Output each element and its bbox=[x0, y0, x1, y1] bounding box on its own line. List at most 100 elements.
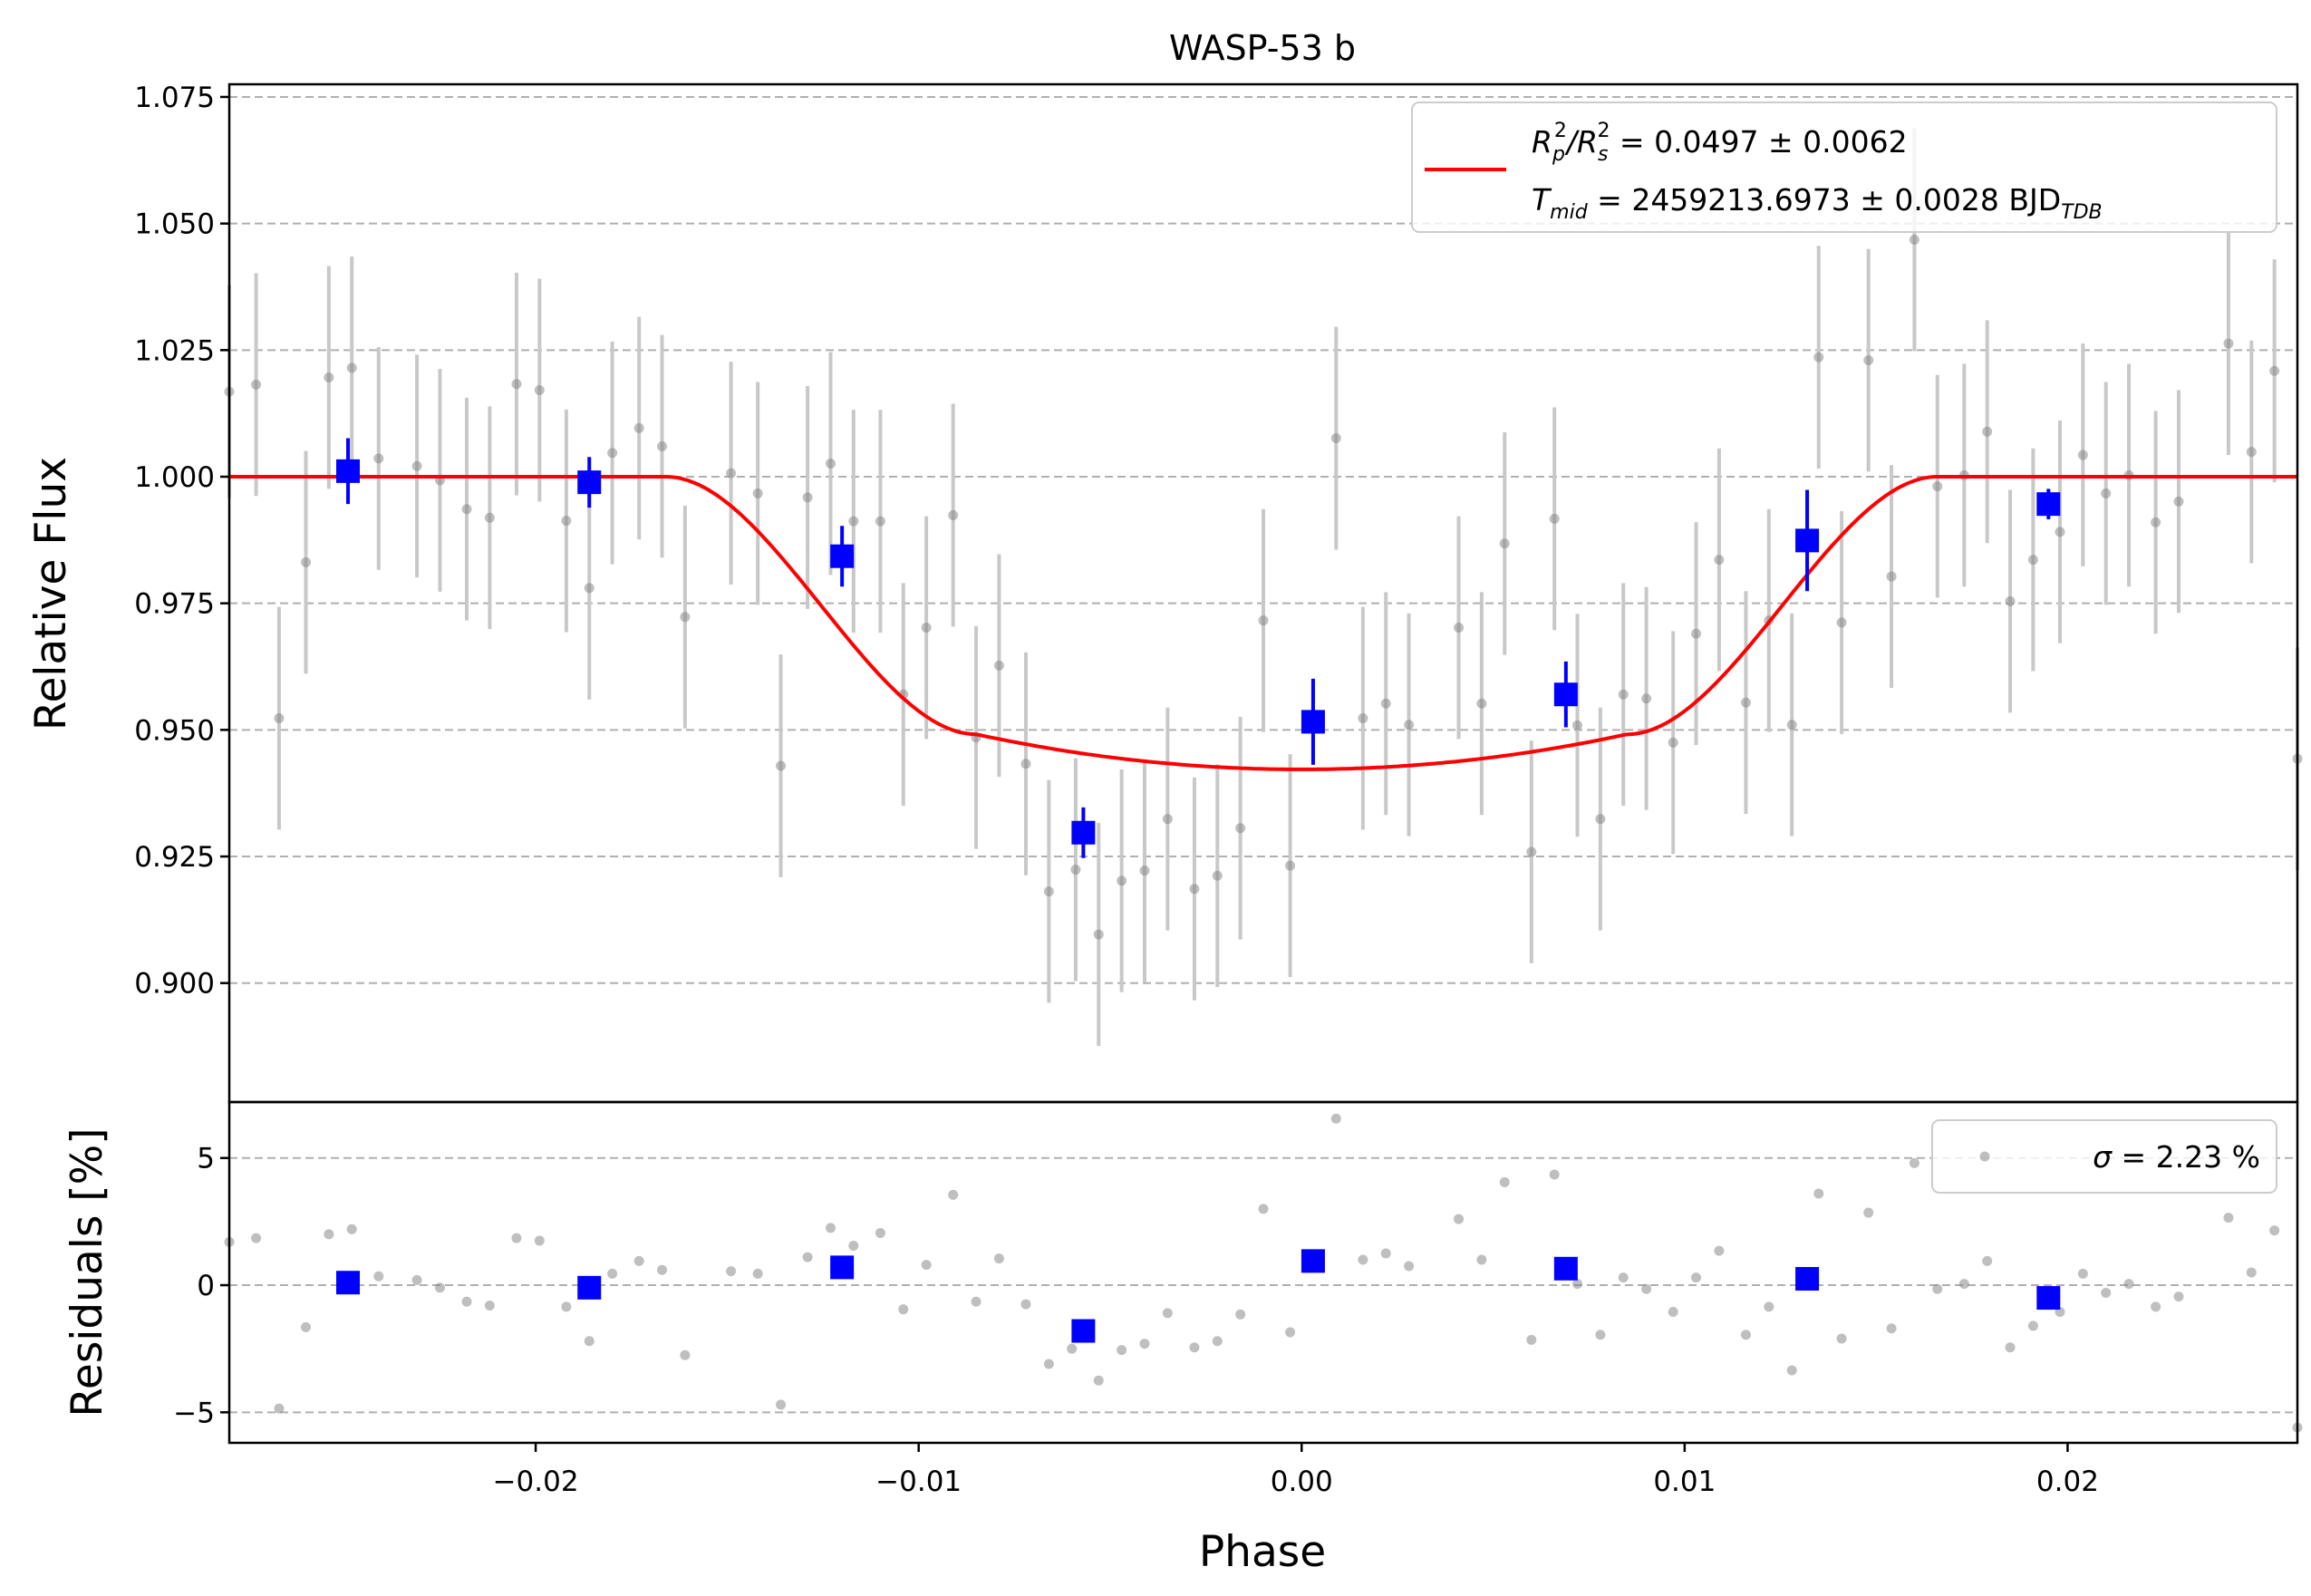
residuals-raw-point bbox=[1572, 1279, 1583, 1290]
flux-raw-point bbox=[726, 468, 737, 479]
flux-raw-point bbox=[1526, 846, 1537, 857]
legend-tmid-sub: mid bbox=[1550, 201, 1589, 224]
residuals-raw-point bbox=[1909, 1157, 1919, 1168]
residuals-raw-point bbox=[2101, 1287, 2112, 1298]
residuals-raw-point bbox=[1499, 1176, 1510, 1187]
flux-raw-point bbox=[2246, 447, 2257, 458]
flux-raw-point bbox=[251, 379, 262, 390]
flux-raw-point bbox=[1454, 622, 1465, 633]
residuals-y-tick-label: −5 bbox=[173, 1397, 215, 1429]
residuals-y-tick-label: 5 bbox=[197, 1143, 215, 1175]
residuals-raw-point bbox=[461, 1296, 472, 1307]
residuals-raw-point bbox=[1235, 1309, 1246, 1320]
residuals-raw-point bbox=[802, 1252, 813, 1262]
x-tick-label: −0.02 bbox=[493, 1465, 579, 1498]
flux-raw-point bbox=[1691, 628, 1702, 639]
residuals-raw-point bbox=[1454, 1214, 1465, 1224]
flux-raw-point bbox=[561, 516, 572, 527]
residuals-binned-point bbox=[1553, 1256, 1578, 1281]
residuals-raw-point bbox=[2005, 1342, 2016, 1353]
legend-rp-sup: 2 bbox=[1554, 120, 1567, 142]
residuals-raw-point bbox=[848, 1241, 859, 1252]
residuals-raw-point bbox=[411, 1274, 422, 1285]
flux-raw-point bbox=[411, 460, 422, 471]
flux-raw-point bbox=[2151, 517, 2161, 527]
legend-sigma-value: = 2.23 % bbox=[2112, 1139, 2260, 1175]
flux-raw-point bbox=[1162, 814, 1173, 825]
residuals-raw-point bbox=[346, 1224, 357, 1234]
flux-binned-point bbox=[336, 459, 361, 483]
flux-raw-point bbox=[584, 583, 595, 594]
flux-raw-point bbox=[657, 440, 668, 451]
residuals-raw-point bbox=[726, 1266, 737, 1277]
residuals-raw-point bbox=[301, 1321, 312, 1332]
flux-legend-box bbox=[1411, 102, 2277, 233]
flux-y-axis-label: Relative Flux bbox=[26, 457, 76, 730]
flux-y-tick-label: 0.900 bbox=[134, 968, 215, 1001]
residuals-y-ticks: −5 0 5 bbox=[173, 1143, 229, 1429]
residuals-raw-point bbox=[1958, 1279, 1969, 1290]
residuals-raw-point bbox=[1786, 1365, 1797, 1376]
residuals-raw-point bbox=[1067, 1343, 1078, 1354]
flux-raw-point bbox=[1285, 860, 1296, 871]
residuals-raw-point bbox=[776, 1399, 787, 1410]
residuals-raw-point bbox=[1714, 1245, 1725, 1256]
residuals-raw-point bbox=[1618, 1272, 1629, 1283]
flux-raw-point bbox=[1070, 865, 1081, 875]
flux-raw-point bbox=[484, 512, 495, 523]
flux-raw-point bbox=[802, 492, 813, 503]
residuals-raw-point bbox=[921, 1260, 932, 1271]
flux-y-tick-label: 0.975 bbox=[134, 588, 215, 621]
x-tick-label: 0.01 bbox=[1653, 1465, 1716, 1498]
flux-raw-point bbox=[2077, 450, 2088, 460]
flux-raw-point bbox=[1932, 481, 1943, 492]
flux-raw-point bbox=[1886, 571, 1897, 582]
residuals-binned-point bbox=[1795, 1267, 1820, 1291]
flux-binned-point bbox=[1301, 710, 1325, 734]
legend-rp-sub: p bbox=[1552, 143, 1565, 166]
x-axis-label: Phase bbox=[1199, 1527, 1326, 1577]
flux-raw-point bbox=[1235, 823, 1246, 834]
residuals-raw-point bbox=[1813, 1188, 1824, 1199]
flux-raw-point bbox=[1714, 555, 1725, 566]
flux-raw-point bbox=[680, 612, 691, 623]
flux-raw-point bbox=[825, 458, 836, 469]
flux-raw-point bbox=[2101, 488, 2112, 498]
residuals-binned-point bbox=[830, 1255, 855, 1280]
residuals-raw-point bbox=[1404, 1261, 1415, 1272]
flux-raw-point bbox=[1909, 235, 1919, 246]
legend-rp-symbol: R bbox=[1532, 124, 1552, 160]
flux-raw-point bbox=[274, 713, 285, 724]
flux-legend: Rp2/Rs2 = 0.0497 ± 0.0062 Tmid = 2459213… bbox=[1411, 102, 2277, 233]
residuals-raw-point bbox=[2223, 1213, 2234, 1224]
residuals-raw-point bbox=[1526, 1334, 1537, 1345]
flux-binned-point bbox=[577, 470, 602, 495]
residuals-legend-box bbox=[1931, 1119, 2277, 1194]
flux-raw-point bbox=[1043, 886, 1054, 897]
residuals-raw-point bbox=[898, 1304, 909, 1315]
flux-raw-point bbox=[875, 516, 885, 527]
flux-raw-point bbox=[1380, 698, 1391, 709]
residuals-raw-point bbox=[1043, 1359, 1054, 1369]
flux-raw-point bbox=[633, 422, 644, 433]
residuals-raw-points bbox=[224, 1113, 2303, 1433]
flux-raw-points bbox=[224, 128, 2303, 1046]
residuals-raw-point bbox=[971, 1296, 981, 1307]
residuals-raw-point bbox=[2123, 1279, 2134, 1290]
flux-raw-point bbox=[1139, 866, 1150, 876]
residuals-raw-point bbox=[1668, 1306, 1678, 1317]
residuals-axes-frame bbox=[227, 1100, 2299, 1445]
flux-raw-point bbox=[2027, 555, 2038, 566]
flux-raw-point bbox=[1404, 720, 1415, 730]
flux-raw-point bbox=[1189, 884, 1200, 895]
flux-raw-point bbox=[1668, 737, 1678, 748]
residuals-raw-point bbox=[1982, 1255, 1993, 1266]
residuals-y-tick-label: 0 bbox=[197, 1270, 215, 1302]
residuals-raw-point bbox=[1863, 1207, 1874, 1218]
residuals-raw-point bbox=[1380, 1248, 1391, 1259]
residuals-raw-point bbox=[534, 1235, 545, 1246]
legend-residual-marker bbox=[1979, 1151, 1990, 1162]
residuals-raw-point bbox=[825, 1223, 836, 1233]
residuals-raw-point bbox=[1836, 1333, 1847, 1344]
